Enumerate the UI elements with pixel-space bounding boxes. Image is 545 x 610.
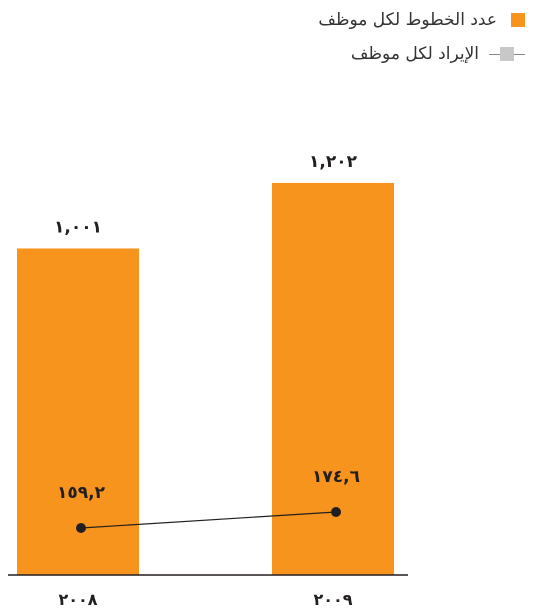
x-tick-label-2009: ٢٠٠٩ xyxy=(313,590,352,609)
legend-swatch-bar xyxy=(511,13,525,27)
legend-label-lines: عدد الخطوط لكل موظف xyxy=(318,10,497,30)
legend-swatch-line xyxy=(489,47,525,61)
revenue-line xyxy=(80,511,337,529)
revenue-value-label-2008: ١٥٩,٢ xyxy=(57,483,106,503)
legend-item-revenue-per-employee: الإيراد لكل موظف xyxy=(318,40,525,68)
x-tick-label-2008: ٢٠٠٨ xyxy=(58,590,97,609)
revenue-value-label-2009: ١٧٤,٦ xyxy=(312,467,360,487)
revenue-point-2009 xyxy=(331,507,341,517)
chart-legend: عدد الخطوط لكل موظف الإيراد لكل موظف xyxy=(318,6,525,74)
bar-value-label-2009: ١,٢٠٢ xyxy=(309,152,358,172)
bar-2008 xyxy=(17,248,139,575)
legend-label-revenue: الإيراد لكل موظف xyxy=(350,44,479,64)
legend-item-lines-per-employee: عدد الخطوط لكل موظف xyxy=(318,6,525,34)
bar-2009 xyxy=(272,182,394,575)
bar-value-label-2008: ١,٠٠١ xyxy=(54,217,102,237)
revenue-point-2008 xyxy=(76,523,86,533)
